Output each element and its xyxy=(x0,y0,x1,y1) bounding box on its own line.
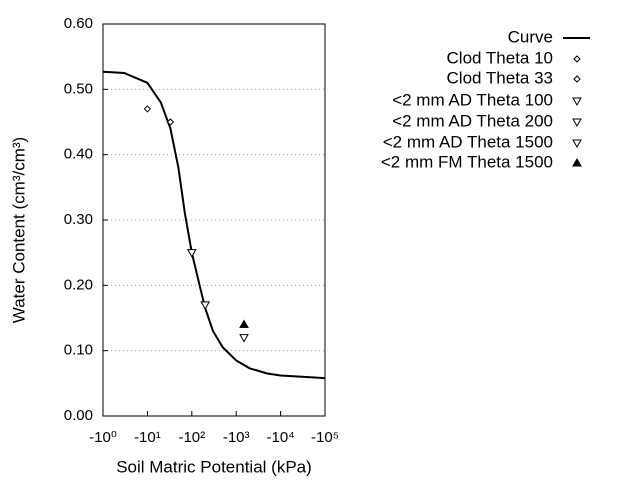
y-tick-label: 0.10 xyxy=(64,342,93,359)
y-tick-label: 0.60 xyxy=(64,15,93,32)
legend-label: Clod Theta 33 xyxy=(447,68,553,87)
legend-label: <2 mm AD Theta 100 xyxy=(392,90,553,109)
y-tick-label: 0.20 xyxy=(64,276,93,293)
x-tick-label: -10² xyxy=(178,429,205,446)
x-tick-label: -10¹ xyxy=(134,429,161,446)
point xyxy=(143,105,152,113)
y-tick-label: 0.00 xyxy=(64,407,93,424)
legend-label: Clod Theta 10 xyxy=(447,48,553,67)
legend-marker xyxy=(572,97,582,107)
legend-marker xyxy=(572,139,582,149)
legend-marker xyxy=(572,118,582,128)
x-tick-label: -10⁰ xyxy=(89,429,117,446)
legend-marker xyxy=(572,157,582,167)
x-axis-label: Soil Matric Potential (kPa) xyxy=(116,457,312,476)
legend-label: <2 mm AD Theta 1500 xyxy=(383,132,553,151)
x-tick-label: -10⁵ xyxy=(311,429,339,446)
y-axis-label: Water Content (cm³/cm³) xyxy=(9,137,28,323)
point xyxy=(200,301,211,310)
point xyxy=(186,249,197,258)
y-tick-label: 0.40 xyxy=(64,146,93,163)
legend-label: <2 mm AD Theta 200 xyxy=(392,111,553,130)
y-tick-label: 0.30 xyxy=(64,211,93,228)
curve xyxy=(102,70,326,380)
point xyxy=(239,334,249,343)
legend-label: Curve xyxy=(508,27,553,46)
legend-label: <2 mm FM Theta 1500 xyxy=(381,152,553,171)
legend-marker xyxy=(573,55,581,63)
point xyxy=(239,319,249,329)
x-tick-label: -10³ xyxy=(223,429,250,446)
x-tick-label: -10⁴ xyxy=(267,429,295,446)
plot-frame xyxy=(102,23,326,417)
legend-marker xyxy=(573,75,581,83)
y-tick-label: 0.50 xyxy=(64,80,93,97)
point xyxy=(166,118,175,126)
